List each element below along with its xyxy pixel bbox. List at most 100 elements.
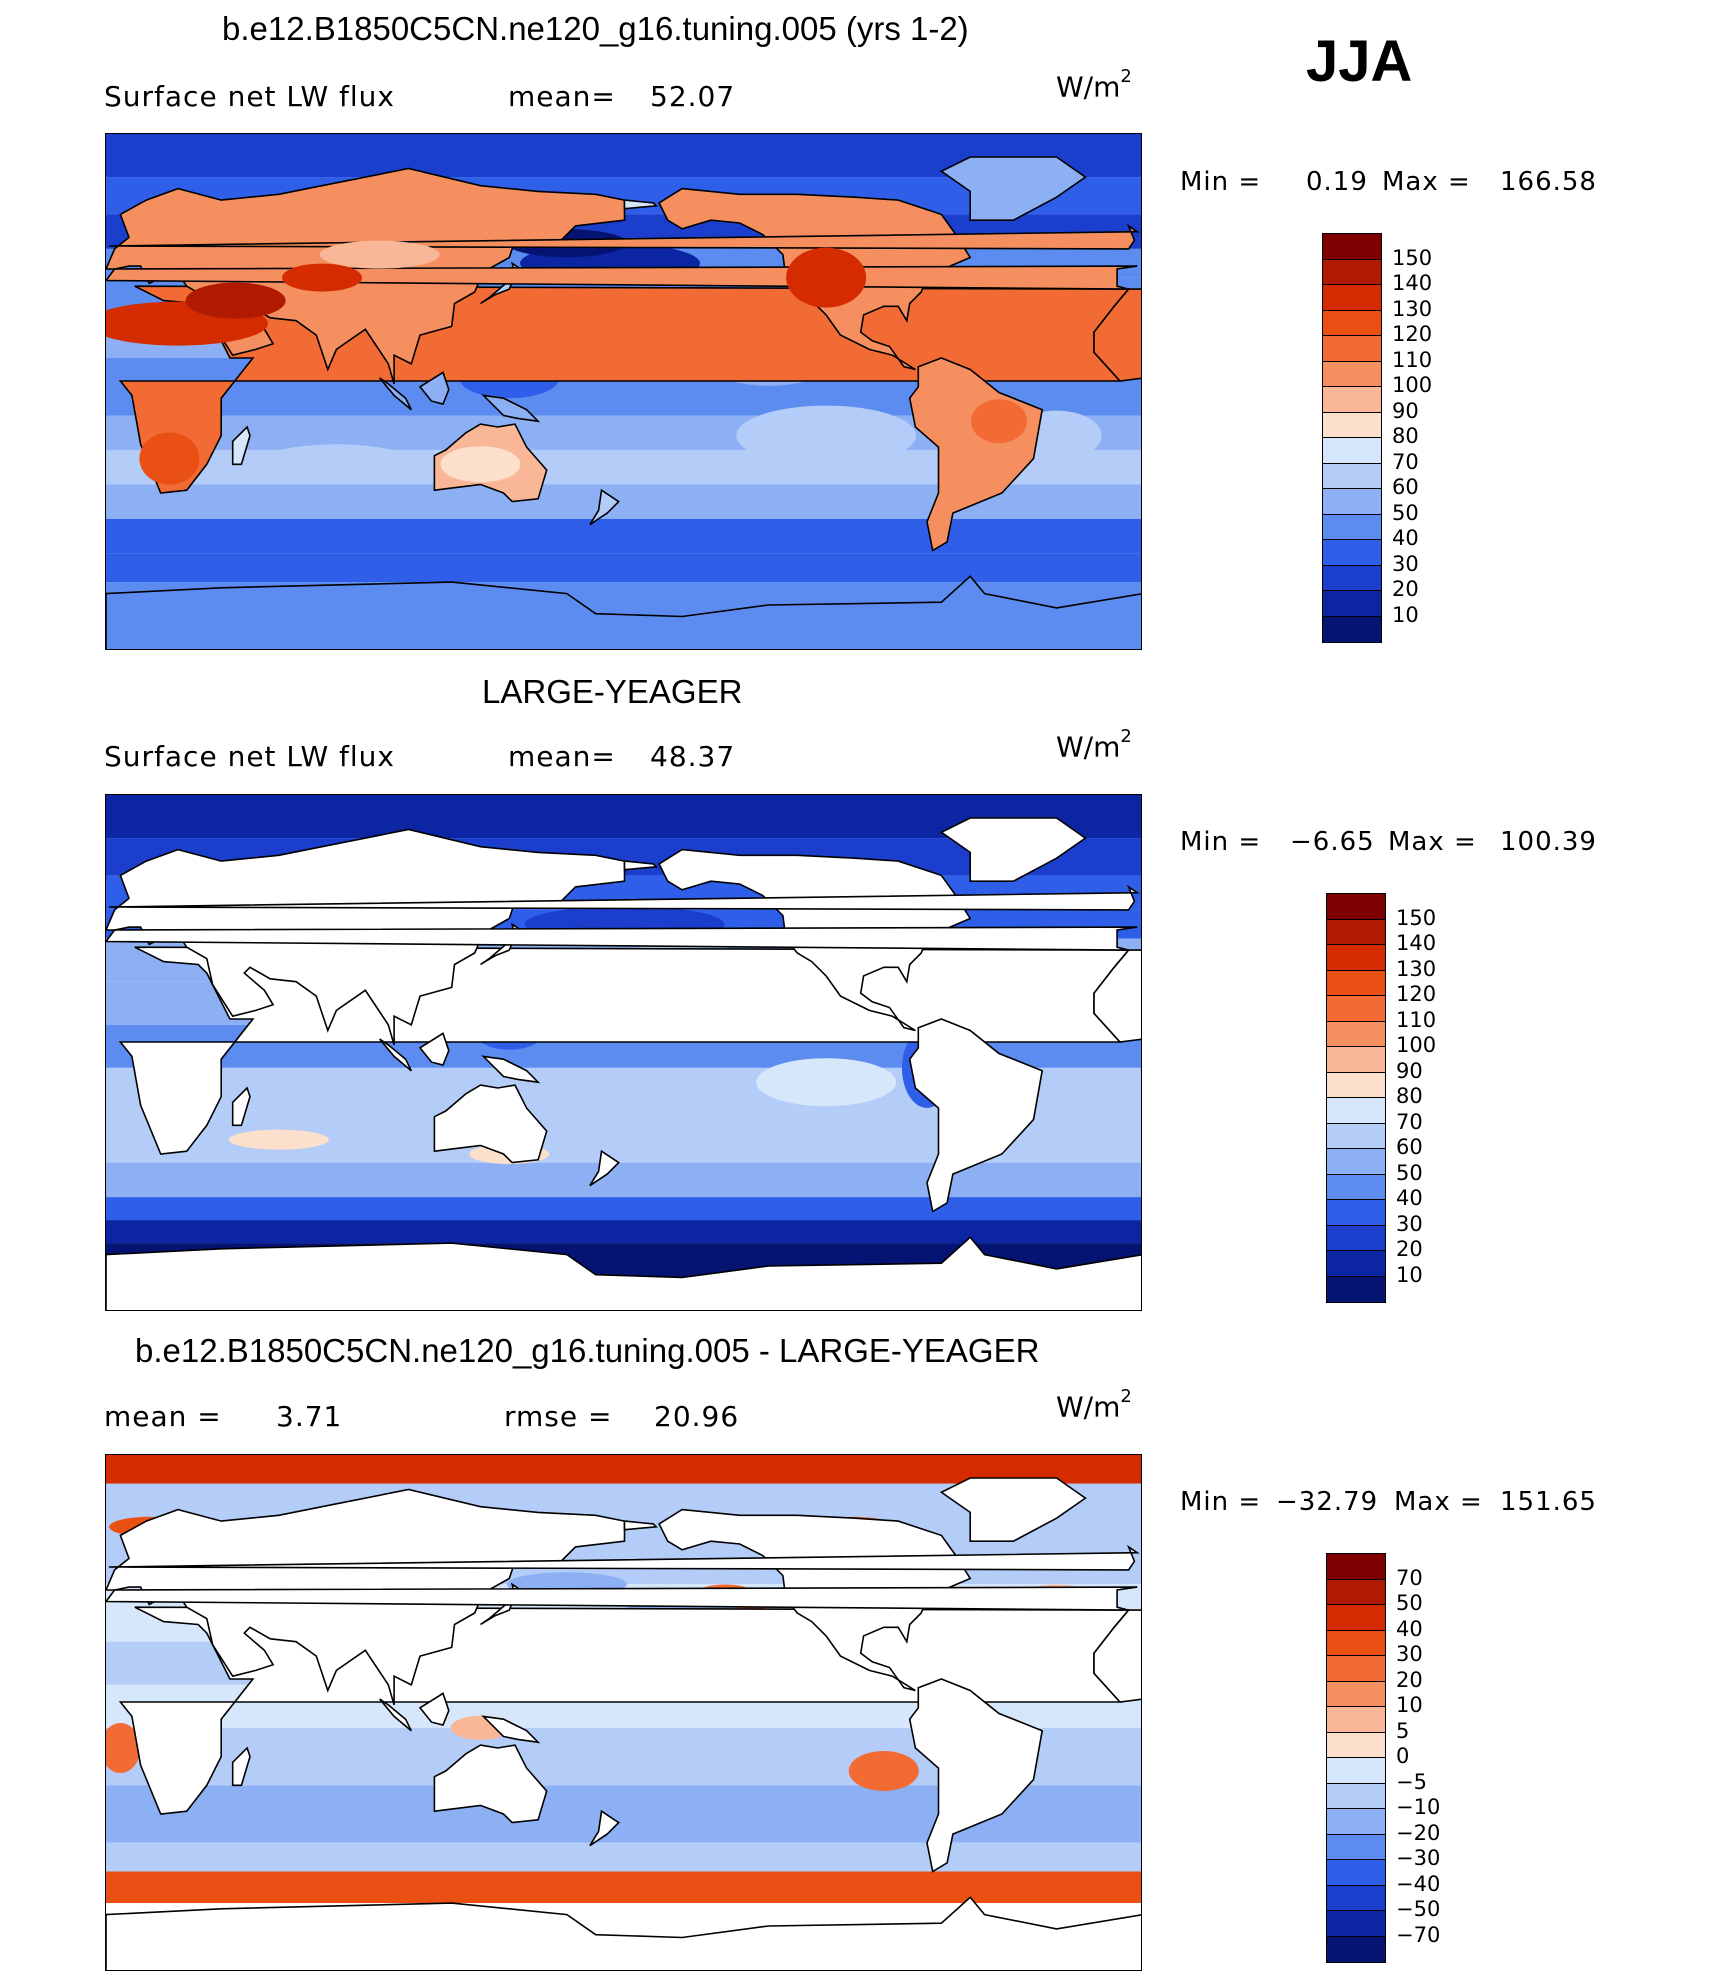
continent-nz (589, 488, 620, 526)
colorbar-swatch (1327, 945, 1385, 971)
colorbar-swatch (1327, 1047, 1385, 1073)
field-anomaly (848, 1750, 919, 1791)
colorbar-tick-label: 40 (1392, 526, 1419, 550)
colorbar-tick-label: 50 (1396, 1160, 1423, 1185)
colorbar-swatch (1327, 1021, 1385, 1047)
panel-diff-rmse-label: rmse = (504, 1400, 613, 1433)
colorbar-swatch (1327, 1834, 1385, 1860)
colorbar-tick-label: 120 (1392, 322, 1433, 346)
field-anomaly (106, 1722, 141, 1773)
colorbar-swatch (1327, 1579, 1385, 1605)
continent-australia (433, 1744, 548, 1824)
colorbar-swatch (1327, 894, 1385, 920)
field-band (106, 1162, 1141, 1198)
continent-sumatra (379, 377, 413, 411)
colorbar-swatch (1323, 387, 1381, 413)
panel-diff-mean-value: 3.71 (276, 1400, 343, 1433)
panel-obs-units: W/m2 (1056, 726, 1132, 764)
colorbar-swatch (1327, 1276, 1385, 1302)
colorbar-swatch (1327, 1860, 1385, 1886)
colorbar-tick-label: −50 (1396, 1897, 1441, 1921)
field-anomaly (440, 446, 521, 483)
colorbar-tick-label: −40 (1396, 1871, 1441, 1896)
panel-model-max-label: Max = (1382, 167, 1471, 197)
panel-diff-title: b.e12.B1850C5CN.ne120_g16.tuning.005 - L… (135, 1332, 1040, 1369)
panel-model-title: b.e12.B1850C5CN.ne120_g16.tuning.005 (yr… (222, 10, 969, 47)
continent-southAm (908, 1678, 1044, 1873)
panel-obs-title: LARGE-YEAGER (482, 673, 743, 710)
colorbar-swatch (1327, 1174, 1385, 1200)
continent-siberiaW (623, 1520, 658, 1531)
continent-greenland (939, 156, 1087, 221)
continent-antarctica (106, 1896, 1141, 1970)
colorbar-tick-label: 5 (1396, 1718, 1410, 1743)
colorbar-tick-label: 130 (1392, 296, 1433, 321)
colorbar-tick-label: 10 (1396, 1262, 1423, 1287)
colorbar-swatch (1327, 1098, 1385, 1124)
colorbar-tick-label: 150 (1396, 905, 1437, 930)
panel-obs-min-value: −6.65 (1290, 827, 1375, 857)
colorbar-tick-label: 0 (1396, 1744, 1410, 1768)
colorbar-tick-label: 120 (1396, 982, 1437, 1006)
panel-obs-max-value: 100.39 (1500, 827, 1597, 857)
field-anomaly (228, 1129, 329, 1150)
field-anomaly (256, 444, 417, 485)
colorbar-tick-label: 10 (1392, 602, 1419, 627)
colorbar-tick-label: 40 (1396, 1186, 1423, 1210)
continent-newguinea (481, 394, 541, 423)
panel-diff-min-label: Min = (1180, 1487, 1262, 1517)
colorbar-tick-label: 130 (1396, 956, 1437, 981)
panel-diff-max-label: Max = (1394, 1487, 1483, 1517)
panel-diff-colorbar (1326, 1553, 1386, 1963)
colorbar-swatch (1327, 1885, 1385, 1911)
colorbar-tick-label: 30 (1396, 1211, 1423, 1236)
continent-greenland (939, 817, 1087, 882)
panel-diff-rmse-value: 20.96 (654, 1400, 740, 1433)
panel-obs-variable-label: Surface net LW flux (104, 740, 395, 773)
colorbar-swatch (1323, 285, 1381, 311)
continent-madagascar (231, 1746, 251, 1787)
field-anomaly (319, 240, 440, 269)
colorbar-swatch (1323, 489, 1381, 515)
field-anomaly (786, 247, 867, 308)
panel-diff-map (105, 1454, 1142, 1971)
panel-obs-map-svg (106, 795, 1141, 1310)
panel-obs-mean-label: mean= (508, 740, 616, 773)
panel-diff-min-value: −32.79 (1276, 1487, 1379, 1517)
colorbar-tick-label: 20 (1392, 577, 1419, 601)
colorbar-tick-label: 100 (1396, 1033, 1437, 1057)
field-anomaly (139, 432, 200, 485)
panel-model-mean-value: 52.07 (650, 80, 736, 113)
field-band (106, 553, 1141, 583)
colorbar-swatch (1323, 514, 1381, 540)
continent-britain (108, 884, 1140, 911)
panel-model-mean-label: mean= (508, 80, 616, 113)
colorbar-swatch (1327, 1783, 1385, 1809)
field-anomaly (736, 405, 917, 466)
colorbar-swatch (1327, 1149, 1385, 1175)
panel-model-max-value: 166.58 (1500, 167, 1597, 197)
colorbar-swatch (1327, 1758, 1385, 1784)
colorbar-swatch (1327, 1656, 1385, 1682)
field-anomaly (185, 282, 286, 319)
colorbar-swatch (1323, 259, 1381, 285)
colorbar-tick-label: −5 (1396, 1769, 1427, 1794)
colorbar-tick-label: −20 (1396, 1820, 1441, 1845)
field-band (106, 1220, 1141, 1244)
continent-nz (589, 1809, 620, 1847)
colorbar-swatch (1327, 1251, 1385, 1277)
season-label: JJA (1306, 29, 1413, 94)
continent-borneo (418, 1032, 450, 1066)
panel-model-map (105, 133, 1142, 650)
panel-model-min-value: 0.19 (1306, 167, 1368, 197)
colorbar-swatch (1327, 996, 1385, 1022)
continent-southAm (908, 1018, 1044, 1213)
panel-model-variable-label: Surface net LW flux (104, 80, 395, 113)
colorbar-tick-label: 60 (1392, 475, 1419, 499)
continent-sumatra (379, 1038, 413, 1072)
colorbar-swatch (1323, 361, 1381, 387)
colorbar-swatch (1327, 1072, 1385, 1098)
colorbar-swatch (1327, 1225, 1385, 1251)
colorbar-tick-label: 90 (1396, 1058, 1423, 1083)
panel-diff-units: W/m2 (1056, 1386, 1132, 1424)
